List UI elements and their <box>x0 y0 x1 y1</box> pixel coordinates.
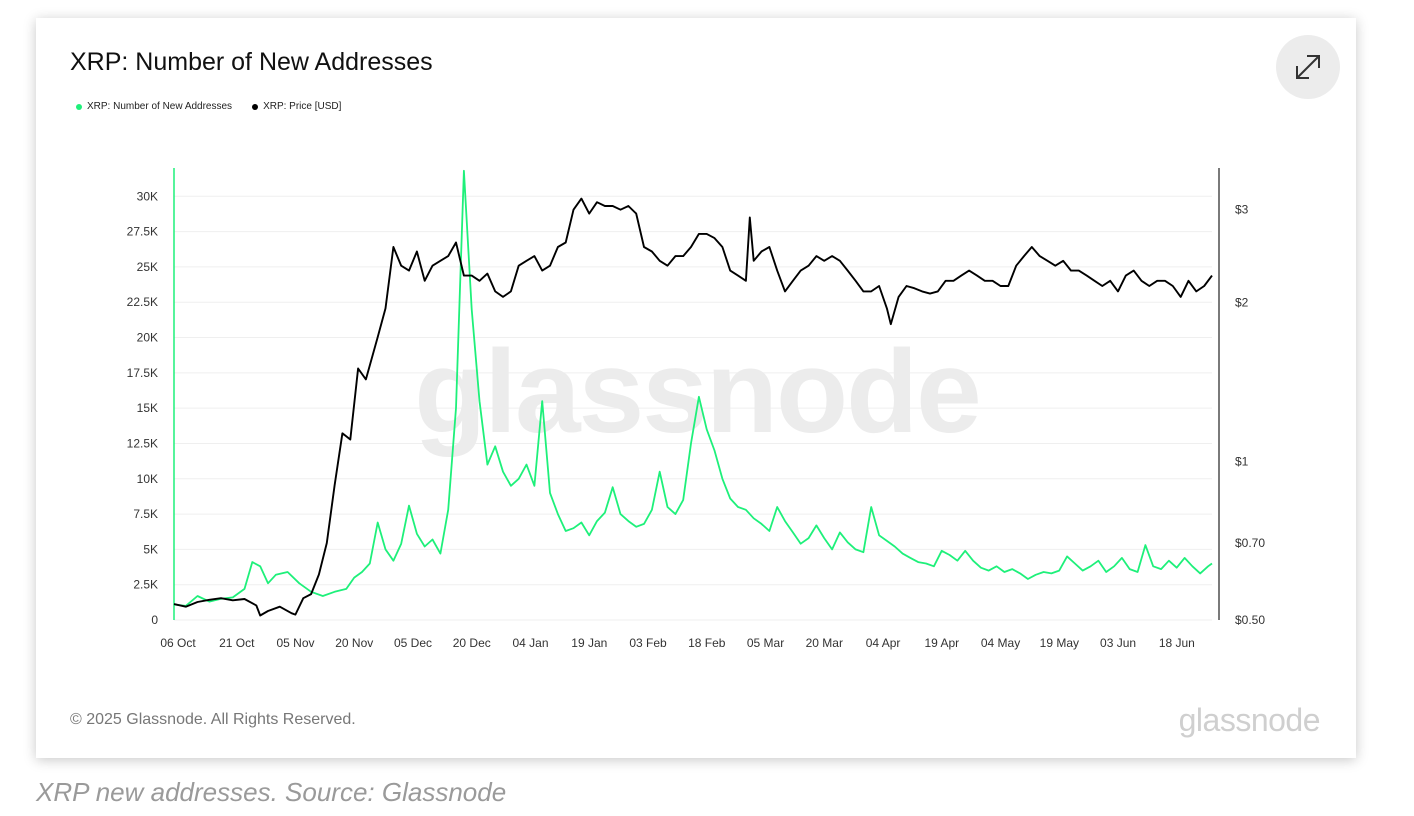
y-left-tick-label: 20K <box>137 331 158 345</box>
x-tick-label: 20 Nov <box>335 636 373 650</box>
y-right-tick-label: $0.70 <box>1235 536 1265 550</box>
x-tick-label: 04 Apr <box>866 636 901 650</box>
x-tick-label: 04 May <box>981 636 1020 650</box>
y-left-tick-label: 27.5K <box>127 225 158 239</box>
x-tick-label: 19 May <box>1040 636 1079 650</box>
x-axis: 06 Oct 21 Oct 05 Nov 20 Nov 05 Dec 20 Dec 04 J… <box>160 636 1195 650</box>
series-line-new-addresses <box>173 169 1213 607</box>
legend-item-addresses[interactable]: XRP: Number of New Addresses <box>76 101 232 112</box>
y-left-tick-label: 25K <box>137 260 158 274</box>
x-tick-label: 19 Jan <box>571 636 607 650</box>
legend-item-price[interactable]: XRP: Price [USD] <box>252 101 341 112</box>
x-tick-label: 04 Jan <box>513 636 549 650</box>
y-left-tick-label: 12.5K <box>127 436 158 450</box>
footer-logo: glassnode <box>1178 702 1321 738</box>
legend-label-addresses: XRP: Number of New Addresses <box>87 101 233 112</box>
y-left-tick-label: 7.5K <box>133 507 158 521</box>
y-left-tick-label: 2.5K <box>133 578 158 592</box>
y-left-tick-label: 5K <box>143 542 158 556</box>
y-left-tick-label: 22.5K <box>127 295 158 309</box>
x-tick-label: 20 Mar <box>806 636 843 650</box>
y-right-tick-label: $2 <box>1235 296 1249 310</box>
y-left-tick-label: 0 <box>151 613 158 627</box>
watermark: glassnode <box>414 326 980 458</box>
x-tick-label: 21 Oct <box>219 636 255 650</box>
y-left-tick-label: 30K <box>137 189 158 203</box>
expand-icon <box>1296 55 1320 79</box>
x-tick-label: 18 Jun <box>1159 636 1195 650</box>
y-left-tick-label: 15K <box>137 401 158 415</box>
x-tick-label: 06 Oct <box>160 636 196 650</box>
legend-label-price: XRP: Price [USD] <box>263 101 342 112</box>
y-right-tick-label: $3 <box>1235 203 1249 217</box>
chart-plot: glassnode 0 2.5K 5K 7.5K 10K 12.5K 15K 17.5K 20K… <box>127 168 1265 650</box>
series-lines <box>173 169 1213 617</box>
x-tick-label: 05 Mar <box>747 636 784 650</box>
x-tick-label: 05 Dec <box>394 636 432 650</box>
y-left-tick-label: 17.5K <box>127 366 158 380</box>
x-tick-label: 03 Feb <box>629 636 667 650</box>
image-caption: XRP new addresses. Source: Glassnode <box>36 777 507 807</box>
x-tick-label: 20 Dec <box>453 636 491 650</box>
y-right-tick-label: $1 <box>1235 454 1249 468</box>
x-tick-label: 18 Feb <box>688 636 726 650</box>
series-line-price <box>173 197 1213 617</box>
legend-dot-addresses <box>76 103 82 110</box>
legend-dot-price <box>252 103 259 110</box>
chart-legend: XRP: Number of New Addresses XRP: Price … <box>76 101 341 112</box>
y-axis-left: 0 2.5K 5K 7.5K 10K 12.5K 15K 17.5K 20K 22.5K 25K 27… <box>127 168 175 627</box>
x-tick-label: 19 Apr <box>924 636 959 650</box>
chart-card: XRP: Number of New Addresses XRP: Number… <box>36 18 1356 758</box>
expand-button[interactable] <box>1276 35 1340 99</box>
gridlines <box>174 195 1212 621</box>
x-tick-label: 03 Jun <box>1100 636 1136 650</box>
y-left-tick-label: 10K <box>137 472 158 486</box>
page-title: XRP: Number of New Addresses <box>70 48 433 76</box>
footer-copyright: © 2025 Glassnode. All Rights Reserved. <box>70 711 356 728</box>
y-axis-right: $0.50 $0.70 $1 $2 $3 <box>1218 168 1265 627</box>
y-right-tick-label: $0.50 <box>1235 613 1265 627</box>
x-tick-label: 05 Nov <box>276 636 314 650</box>
